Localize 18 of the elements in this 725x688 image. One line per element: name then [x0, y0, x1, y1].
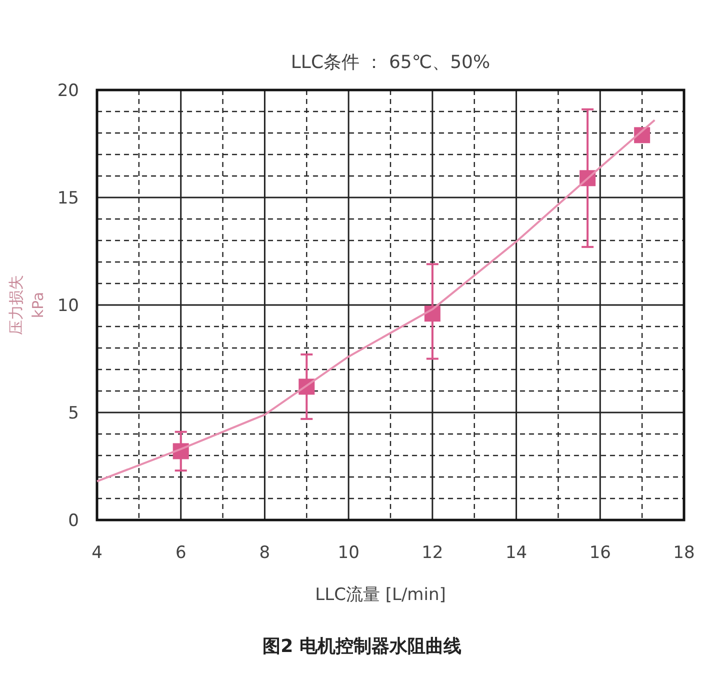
caption: 图2 电机控制器水阻曲线: [262, 636, 462, 657]
y-tick-label: 10: [57, 296, 79, 316]
x-tick-label: 10: [338, 543, 360, 563]
x-tick-label: 4: [92, 543, 102, 563]
y-tick-label: 20: [57, 81, 79, 101]
x-tick-label: 6: [175, 543, 186, 563]
x-tick-label: 12: [422, 543, 444, 563]
y-tick-label: 15: [57, 188, 79, 208]
x-tick-label: 8: [259, 543, 270, 563]
x-tick-label: 18: [673, 543, 695, 563]
x-tick-label: 16: [589, 543, 611, 563]
x-axis-title: LLC流量 [L/min]: [315, 585, 446, 605]
chart-title: LLC条件 ： 65℃、50%: [290, 52, 490, 73]
y-tick-label: 0: [68, 511, 79, 531]
line-series: [96, 119, 656, 482]
x-tick-label: 14: [505, 543, 528, 563]
y-tick-label: 5: [68, 404, 79, 424]
y-axis-title: 压力损失 kPa: [7, 275, 47, 335]
